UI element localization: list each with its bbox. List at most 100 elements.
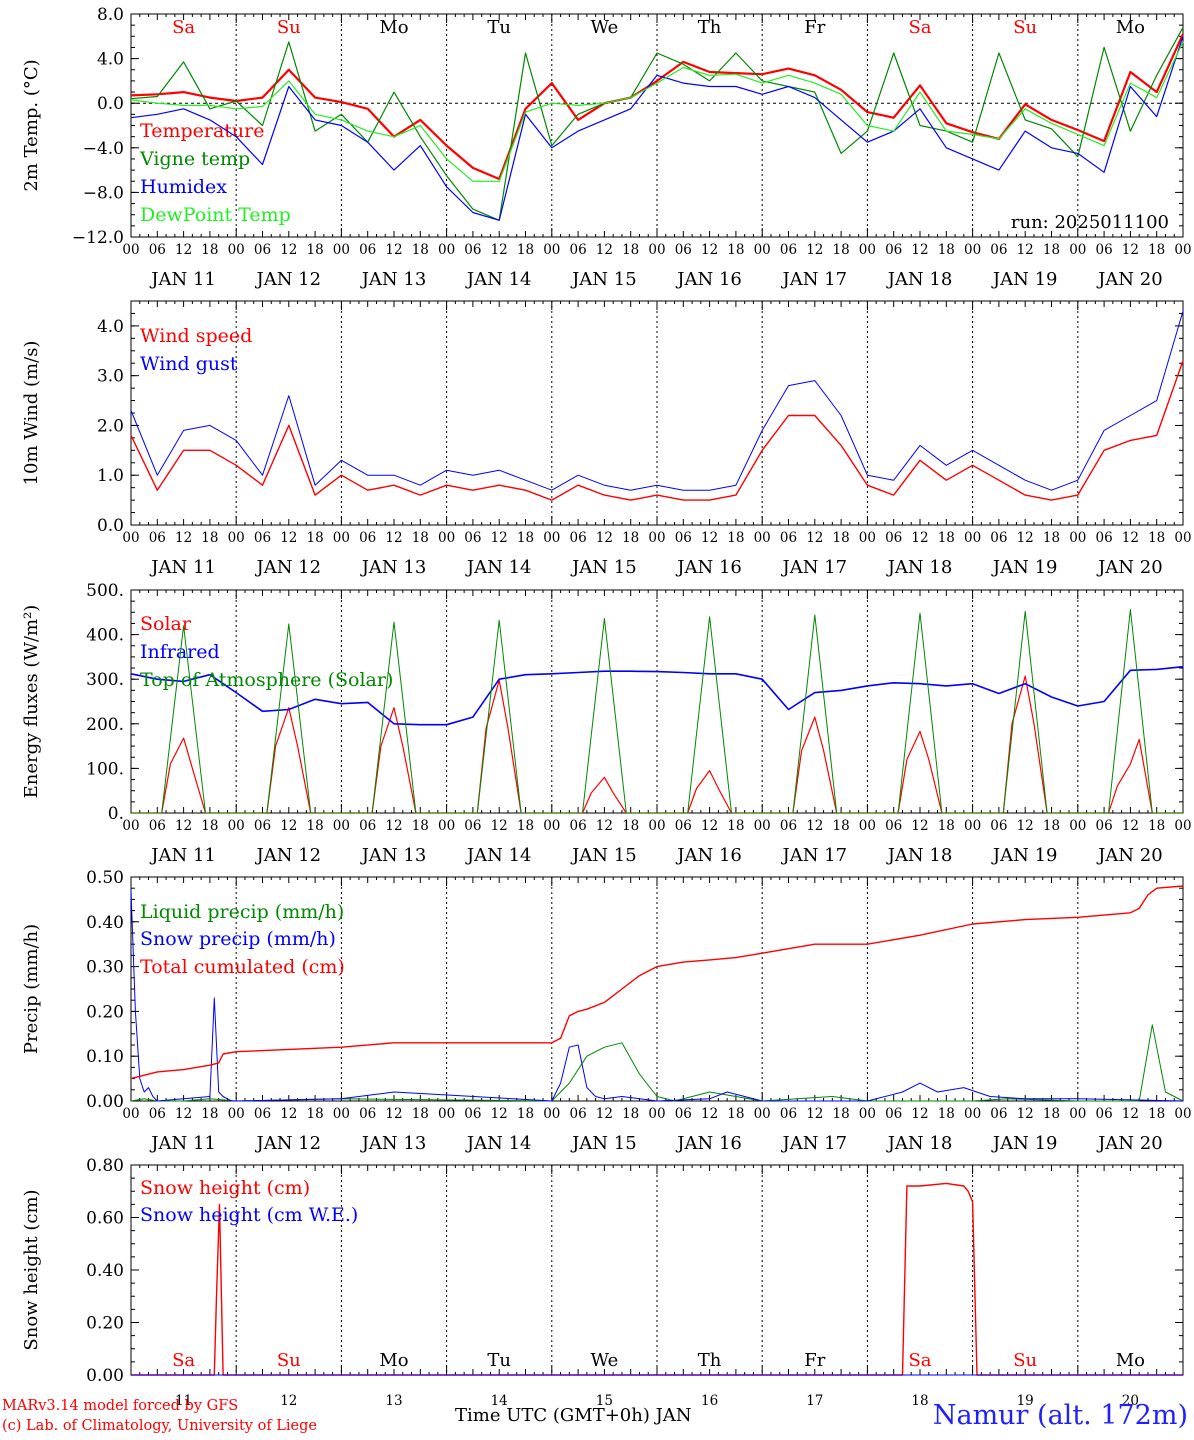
y-axis-label: 2m Temp. (°C)	[21, 59, 42, 191]
day-date-label: JAN 16	[675, 1133, 742, 1154]
hour-tick-label: 18	[1043, 242, 1060, 258]
hour-tick-label: 06	[359, 530, 376, 546]
hour-tick-label: 06	[254, 530, 271, 546]
legend-entry-liquid-precip-mm-h: Liquid precip (mm/h)	[140, 901, 344, 923]
day-number-label: 15	[596, 1393, 613, 1409]
hour-tick-label: 18	[517, 818, 534, 834]
y-tick-label: 100.	[86, 759, 124, 779]
weekday-label: Th	[698, 17, 722, 38]
hour-tick-label: 00	[859, 242, 876, 258]
hour-tick-label: 00	[648, 1106, 665, 1122]
y-tick-label: 0.40	[86, 913, 124, 933]
y-tick-label: 4.0	[97, 50, 124, 70]
hour-tick-label: 00	[859, 818, 876, 834]
day-date-label: JAN 16	[675, 845, 742, 866]
hour-tick-label: 18	[1043, 818, 1060, 834]
hour-tick-label: 18	[412, 1106, 429, 1122]
hour-tick-label: 12	[911, 242, 928, 258]
weekday-label: Tu	[487, 17, 511, 38]
hour-tick-label: 12	[385, 818, 402, 834]
series-line-total-cumulated-cm	[130, 885, 1184, 1080]
hour-tick-label: 06	[885, 530, 902, 546]
hour-tick-label: 00	[543, 242, 560, 258]
hour-tick-label: 06	[149, 242, 166, 258]
x-axis-title: Time UTC (GMT+0h) JAN	[455, 1405, 692, 1426]
y-tick-label: 500.	[86, 581, 124, 601]
hour-tick-label: 12	[491, 1106, 508, 1122]
day-date-label: JAN 12	[255, 269, 322, 290]
hour-tick-label: 18	[307, 1106, 324, 1122]
hour-tick-label: 00	[543, 1106, 560, 1122]
hour-tick-label: 06	[254, 818, 271, 834]
day-number-label: 17	[806, 1393, 823, 1409]
hour-tick-label: 12	[911, 818, 928, 834]
hour-tick-label: 06	[780, 242, 797, 258]
hour-tick-label: 18	[517, 242, 534, 258]
hour-tick-label: 12	[596, 1106, 613, 1122]
hour-tick-label: 18	[1148, 242, 1165, 258]
hour-tick-label: 12	[596, 530, 613, 546]
hour-tick-label: 00	[648, 818, 665, 834]
legend-entry-total-cumulated-cm: Total cumulated (cm)	[140, 956, 345, 978]
weekday-label: Su	[277, 17, 301, 38]
hour-tick-label: 18	[938, 242, 955, 258]
day-date-label: JAN 17	[781, 557, 848, 578]
hour-tick-label: 18	[1148, 530, 1165, 546]
hour-tick-label: 00	[964, 530, 981, 546]
hour-tick-label: 12	[596, 242, 613, 258]
hour-tick-label: 18	[201, 1106, 218, 1122]
hour-tick-label: 06	[675, 242, 692, 258]
day-date-label: JAN 18	[886, 845, 953, 866]
hour-tick-label: 06	[464, 818, 481, 834]
hour-tick-label: 06	[359, 1106, 376, 1122]
hour-tick-label: 12	[1017, 530, 1034, 546]
hour-tick-label: 00	[122, 242, 139, 258]
weekday-label: Fr	[804, 17, 825, 38]
day-date-label: JAN 11	[149, 557, 216, 578]
legend-entry-snow-height-cm-w-e: Snow height (cm W.E.)	[140, 1204, 358, 1226]
hour-tick-label: 12	[701, 530, 718, 546]
hour-tick-label: 00	[754, 530, 771, 546]
hour-tick-label: 12	[1017, 242, 1034, 258]
day-date-label: JAN 17	[781, 1133, 848, 1154]
day-date-label: JAN 14	[465, 557, 532, 578]
hour-tick-label: 18	[622, 242, 639, 258]
day-number-label: 20	[1122, 1393, 1139, 1409]
hour-tick-label: 06	[254, 1106, 271, 1122]
hour-tick-label: 18	[833, 818, 850, 834]
hour-tick-label: 18	[201, 242, 218, 258]
day-date-label: JAN 15	[570, 557, 637, 578]
hour-tick-label: 18	[517, 530, 534, 546]
day-number-label: 18	[911, 1393, 928, 1409]
hour-tick-label: 18	[307, 242, 324, 258]
day-date-label: JAN 17	[781, 269, 848, 290]
day-date-label: JAN 18	[886, 269, 953, 290]
hour-tick-label: 06	[675, 1106, 692, 1122]
day-date-label: JAN 20	[1096, 845, 1163, 866]
day-date-label: JAN 13	[360, 269, 427, 290]
hour-tick-label: 12	[280, 818, 297, 834]
hour-tick-label: 18	[201, 818, 218, 834]
series-line-dewpoint-temp	[130, 41, 1184, 182]
day-date-label: JAN 13	[360, 1133, 427, 1154]
day-date-label: JAN 19	[991, 1133, 1058, 1154]
hour-tick-label: 12	[280, 242, 297, 258]
day-number-label: 12	[280, 1393, 297, 1409]
hour-tick-label: 06	[149, 1106, 166, 1122]
day-date-label: JAN 12	[255, 1133, 322, 1154]
y-axis-label: 10m Wind (m/s)	[21, 341, 42, 486]
weekday-label: Mo	[1116, 17, 1145, 38]
day-date-label: JAN 11	[149, 845, 216, 866]
hour-tick-label: 00	[438, 1106, 455, 1122]
series-line-infrared	[130, 665, 1184, 726]
hour-tick-label: 00	[543, 530, 560, 546]
hour-tick-label: 12	[385, 1106, 402, 1122]
legend-entry-snow-precip-mm-h: Snow precip (mm/h)	[140, 928, 336, 950]
y-tick-label: 8.0	[97, 5, 124, 25]
y-tick-label: 3.0	[97, 367, 124, 387]
hour-tick-label: 18	[1043, 530, 1060, 546]
day-date-label: JAN 19	[991, 845, 1058, 866]
hour-tick-label: 12	[806, 818, 823, 834]
y-tick-label: 0.40	[86, 1261, 124, 1281]
